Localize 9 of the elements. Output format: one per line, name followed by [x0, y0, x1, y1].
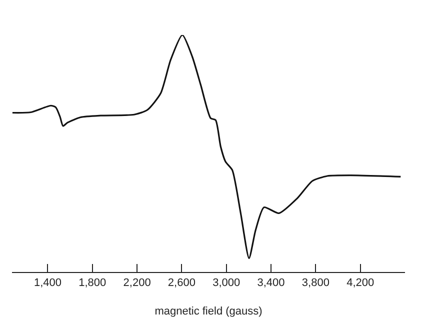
x-tick-label: 3,400: [257, 277, 285, 290]
x-tick-label: 1,400: [34, 277, 62, 290]
x-tick-label: 3,800: [302, 277, 330, 290]
x-axis-title: magnetic field (gauss): [154, 305, 262, 318]
x-tick-label: 4,200: [346, 277, 374, 290]
x-tick-label: 1,800: [78, 277, 106, 290]
x-tick-label: 2,600: [168, 277, 196, 290]
x-tick-label: 3,000: [212, 277, 240, 290]
x-tick-label: 2,200: [123, 277, 151, 290]
